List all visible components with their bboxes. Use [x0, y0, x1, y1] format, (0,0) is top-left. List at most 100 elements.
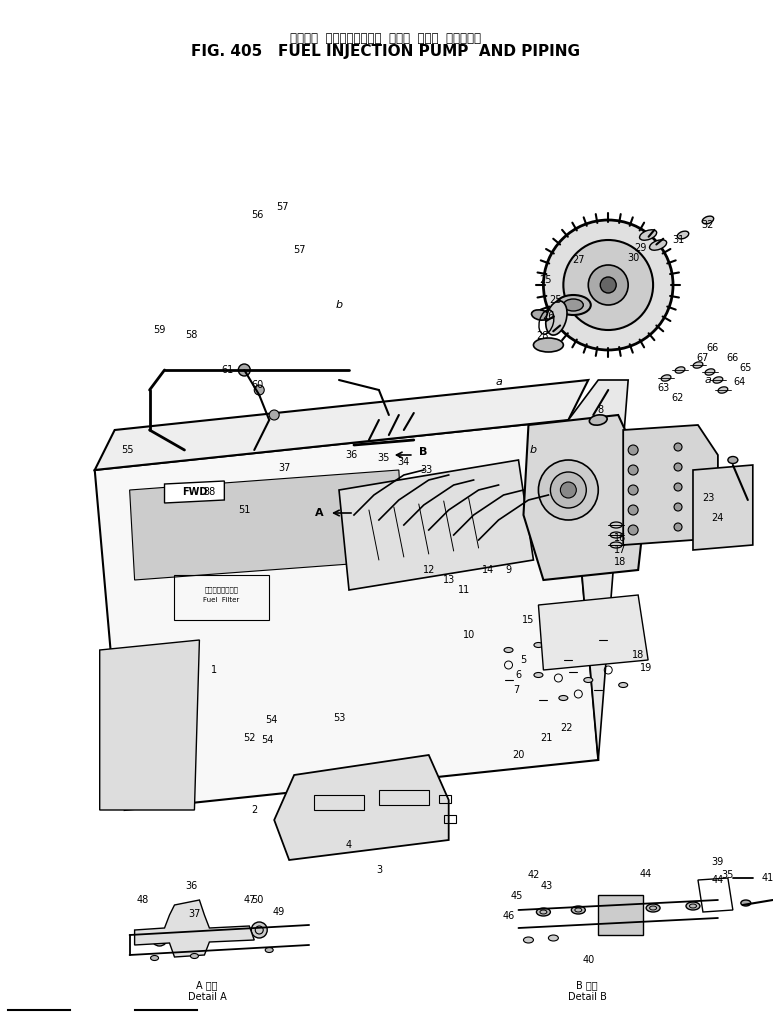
Text: 41: 41 [762, 873, 774, 883]
Text: 31: 31 [672, 235, 684, 244]
Text: 35: 35 [377, 453, 390, 463]
Bar [379, 790, 429, 805]
Text: 66: 66 [727, 353, 739, 363]
Ellipse shape [618, 682, 628, 687]
Circle shape [588, 265, 629, 305]
Text: 40: 40 [582, 955, 594, 965]
Text: 12: 12 [422, 565, 435, 575]
Polygon shape [539, 595, 648, 670]
Text: 18: 18 [632, 650, 644, 660]
Text: 59: 59 [153, 325, 166, 335]
Text: 10: 10 [463, 630, 475, 640]
Ellipse shape [532, 310, 549, 320]
Text: 62: 62 [672, 393, 684, 403]
Text: 27: 27 [572, 255, 584, 265]
Text: 8: 8 [598, 405, 603, 415]
Text: a: a [704, 375, 711, 385]
Text: 26: 26 [542, 311, 555, 321]
Text: フュエルフィルタ: フュエルフィルタ [205, 587, 239, 593]
Text: 37: 37 [278, 463, 291, 473]
Text: 51: 51 [238, 505, 250, 515]
Ellipse shape [571, 906, 585, 914]
Circle shape [560, 482, 577, 498]
Ellipse shape [556, 295, 591, 315]
Text: 34: 34 [398, 457, 410, 468]
Text: 53: 53 [332, 713, 345, 723]
Text: 19: 19 [640, 663, 653, 673]
Ellipse shape [589, 415, 607, 426]
Polygon shape [135, 900, 254, 957]
Ellipse shape [610, 532, 622, 538]
Ellipse shape [705, 369, 715, 375]
Text: 17: 17 [614, 545, 626, 555]
Text: b: b [530, 445, 537, 455]
Text: 16: 16 [614, 533, 626, 543]
Ellipse shape [563, 299, 584, 311]
Text: 25: 25 [539, 275, 552, 285]
Ellipse shape [533, 338, 563, 352]
Circle shape [629, 485, 638, 495]
Text: 65: 65 [739, 363, 752, 373]
Circle shape [254, 385, 264, 395]
Text: 7: 7 [513, 685, 519, 695]
Ellipse shape [150, 955, 159, 961]
Text: 20: 20 [512, 750, 525, 760]
Polygon shape [623, 425, 718, 545]
Text: 66: 66 [707, 343, 719, 353]
Text: A: A [315, 508, 324, 518]
Text: 64: 64 [734, 377, 746, 387]
Polygon shape [523, 415, 648, 580]
Text: 18: 18 [614, 557, 626, 567]
Ellipse shape [191, 953, 198, 959]
Polygon shape [95, 420, 598, 810]
Text: 1: 1 [212, 665, 218, 675]
Text: 57: 57 [276, 202, 288, 212]
Circle shape [674, 483, 682, 491]
Text: 44: 44 [640, 869, 653, 879]
Text: B 詳細
Detail B: B 詳細 Detail B [568, 980, 607, 1002]
Text: 48: 48 [136, 895, 149, 905]
Ellipse shape [686, 902, 700, 910]
Polygon shape [95, 380, 588, 470]
Text: 36: 36 [185, 881, 198, 891]
Text: 67: 67 [697, 353, 709, 363]
Text: 37: 37 [188, 909, 201, 919]
Ellipse shape [649, 239, 666, 251]
Text: 25: 25 [549, 295, 562, 305]
Text: 28: 28 [536, 331, 549, 341]
Circle shape [674, 523, 682, 531]
Ellipse shape [265, 947, 274, 952]
Ellipse shape [702, 216, 714, 224]
Text: 22: 22 [560, 723, 573, 733]
Ellipse shape [661, 374, 671, 382]
Bar [444, 815, 456, 822]
Ellipse shape [534, 642, 543, 648]
Text: 2: 2 [251, 805, 257, 815]
Text: 38: 38 [203, 487, 215, 497]
Circle shape [674, 443, 682, 451]
Text: a: a [495, 377, 502, 387]
Text: 5: 5 [520, 655, 526, 665]
Ellipse shape [610, 522, 622, 528]
Ellipse shape [574, 653, 583, 658]
Ellipse shape [549, 935, 558, 941]
Polygon shape [339, 460, 533, 590]
Text: 6: 6 [515, 670, 522, 680]
Circle shape [629, 505, 638, 515]
Circle shape [629, 525, 638, 535]
Text: 24: 24 [711, 513, 724, 523]
Circle shape [563, 240, 653, 330]
Circle shape [629, 445, 638, 455]
Text: 46: 46 [502, 911, 515, 921]
Polygon shape [274, 755, 449, 860]
Ellipse shape [504, 648, 513, 653]
Text: 32: 32 [701, 220, 714, 230]
Text: 21: 21 [540, 733, 553, 743]
Circle shape [269, 410, 279, 420]
Ellipse shape [534, 672, 543, 677]
Text: 39: 39 [711, 857, 724, 868]
Text: 15: 15 [522, 615, 535, 625]
Ellipse shape [677, 231, 689, 239]
Text: 13: 13 [443, 575, 455, 585]
Text: 9: 9 [505, 565, 512, 575]
